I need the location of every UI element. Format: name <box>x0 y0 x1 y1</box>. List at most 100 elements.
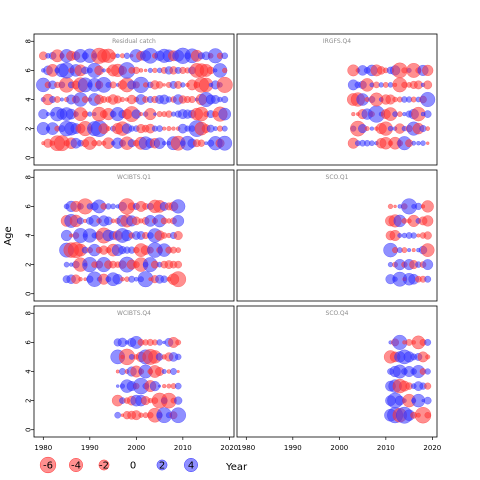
residual-point <box>423 396 432 405</box>
residual-point <box>147 67 153 73</box>
residual-point <box>138 412 144 418</box>
y-tick-label: 0 <box>25 155 33 159</box>
residual-point <box>421 200 434 213</box>
residual-point <box>423 80 433 90</box>
legend-bubble <box>184 458 198 472</box>
residual-point <box>156 339 163 346</box>
residual-point <box>393 204 397 209</box>
residual-point <box>401 247 408 254</box>
panel-frame <box>236 33 438 166</box>
residual-point <box>424 368 431 375</box>
y-tick-label: 8 <box>25 39 33 43</box>
residual-point <box>128 354 135 360</box>
residual-point <box>396 111 403 117</box>
y-tick-label: 4 <box>25 369 33 374</box>
residual-point <box>387 125 394 132</box>
residual-point <box>221 95 229 103</box>
legend-label: -6 <box>43 461 53 472</box>
residual-point <box>378 82 384 88</box>
residual-point <box>420 140 426 146</box>
residual-point <box>69 233 74 238</box>
residual-point <box>171 199 186 214</box>
residual-point <box>175 247 181 253</box>
residual-point <box>174 260 182 269</box>
residual-point <box>162 126 167 131</box>
residual-point <box>174 382 182 390</box>
y-tick-label: 2 <box>25 262 33 266</box>
residual-point <box>387 262 394 268</box>
legend-label: 0 <box>130 461 136 472</box>
residual-point <box>401 218 408 224</box>
residual-point <box>392 96 398 103</box>
x-tick-label: 1990 <box>284 444 302 452</box>
residual-point <box>87 111 93 117</box>
residual-point <box>212 126 218 132</box>
residual-point <box>54 96 61 103</box>
panel-1: Residual catch 0 2 4 6 8 <box>25 33 235 166</box>
residual-point <box>106 126 111 132</box>
legend-label: -2 <box>99 461 109 472</box>
residual-point <box>424 382 432 390</box>
residual-point <box>422 259 434 270</box>
residual-point <box>410 232 417 239</box>
x-tick-label: 2010 <box>174 444 192 452</box>
residual-point <box>170 368 177 375</box>
residual-point <box>197 139 206 147</box>
residual-point <box>143 68 148 73</box>
residual-point <box>217 135 233 151</box>
residual-point <box>188 95 196 103</box>
residual-point <box>420 91 436 107</box>
residual-point <box>387 203 394 210</box>
legend-label: 2 <box>159 461 165 472</box>
panel-6: SCO.Q4 1980 1990 2000 2010 2020 <box>236 305 441 452</box>
panel-title: SCO.Q1 <box>326 174 349 181</box>
residual-point <box>101 68 106 73</box>
residual-point <box>416 140 421 146</box>
residual-point <box>426 141 430 145</box>
residual-point <box>176 370 180 374</box>
residual-point <box>110 203 116 210</box>
residual-point <box>115 369 120 374</box>
residual-point <box>109 81 117 89</box>
residual-point <box>172 214 185 227</box>
residual-point <box>170 271 187 288</box>
residual-point <box>138 68 144 73</box>
y-tick-label: 4 <box>25 233 33 238</box>
residual-point <box>171 126 176 131</box>
legend-label: -4 <box>71 461 81 472</box>
residual-point <box>174 396 183 405</box>
residual-point <box>161 369 167 375</box>
panel-frame <box>236 169 438 302</box>
residual-point <box>221 52 228 60</box>
residual-point <box>174 353 182 361</box>
residual-point <box>424 338 432 346</box>
y-tick-label: 2 <box>25 398 33 402</box>
residual-point <box>411 140 417 146</box>
residual-point <box>425 126 431 131</box>
residual-point <box>161 140 167 146</box>
y-tick-label: 8 <box>25 175 33 179</box>
panel-4: SCO.Q1 <box>236 169 438 302</box>
residual-point <box>119 96 126 103</box>
residual-point <box>424 412 431 419</box>
residual-point <box>110 218 116 224</box>
residual-point <box>166 126 172 132</box>
panel-title: WCIBTS.Q4 <box>117 310 151 317</box>
residual-point <box>46 112 51 117</box>
x-tick-label: 1990 <box>81 444 99 452</box>
y-axis-label: Age <box>3 226 14 245</box>
residual-point <box>411 248 416 253</box>
panels-group: Residual catch 0 2 4 6 8 IRGFS.Q4 WCIBTS.Q1 0 2 4 6… <box>25 33 441 452</box>
residual-point <box>128 275 136 283</box>
residual-point <box>425 354 431 360</box>
residual-point <box>63 261 70 268</box>
residual-point <box>423 110 432 118</box>
residual-point <box>414 407 432 424</box>
residual-point <box>59 97 64 102</box>
residual-point <box>407 248 412 253</box>
residual-point <box>156 125 163 132</box>
residual-point <box>387 82 394 88</box>
residual-point <box>76 217 84 225</box>
residual-point <box>175 339 182 346</box>
x-axis-label: Year <box>225 462 248 473</box>
